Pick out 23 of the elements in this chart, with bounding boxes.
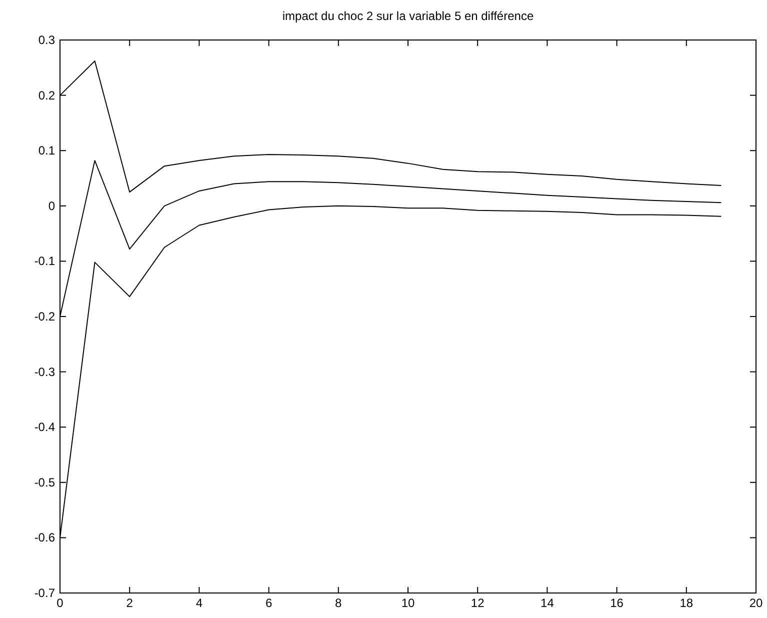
y-tick-label: -0.5 [34, 475, 56, 490]
x-tick-label: 18 [680, 596, 694, 610]
chart-title: impact du choc 2 sur la variable 5 en différence [282, 9, 534, 23]
y-tick-label: -0.3 [34, 364, 56, 379]
y-tick-label: -0.6 [34, 530, 56, 545]
x-tick-label: 12 [470, 596, 485, 610]
x-tick-label: 14 [540, 596, 554, 610]
y-tick-label: 0.2 [38, 88, 56, 102]
x-tick-label: 16 [610, 596, 624, 610]
x-tick-label: 6 [265, 596, 272, 610]
y-tick-label: 0.3 [38, 33, 56, 47]
x-tick-label: 20 [749, 596, 763, 610]
y-tick-label: -0.1 [34, 254, 56, 268]
x-tick-label: 0 [56, 596, 64, 610]
x-tick-label: 2 [126, 596, 134, 610]
x-tick-label: 8 [335, 596, 342, 610]
x-tick-label: 4 [196, 596, 203, 610]
x-tick-label: 10 [401, 596, 415, 610]
y-tick-label: 0.1 [38, 144, 56, 158]
y-tick-label: 0 [48, 198, 56, 213]
y-tick-label: -0.7 [34, 586, 56, 600]
y-tick-label: -0.4 [34, 420, 56, 434]
y-tick-label: -0.2 [34, 310, 56, 324]
